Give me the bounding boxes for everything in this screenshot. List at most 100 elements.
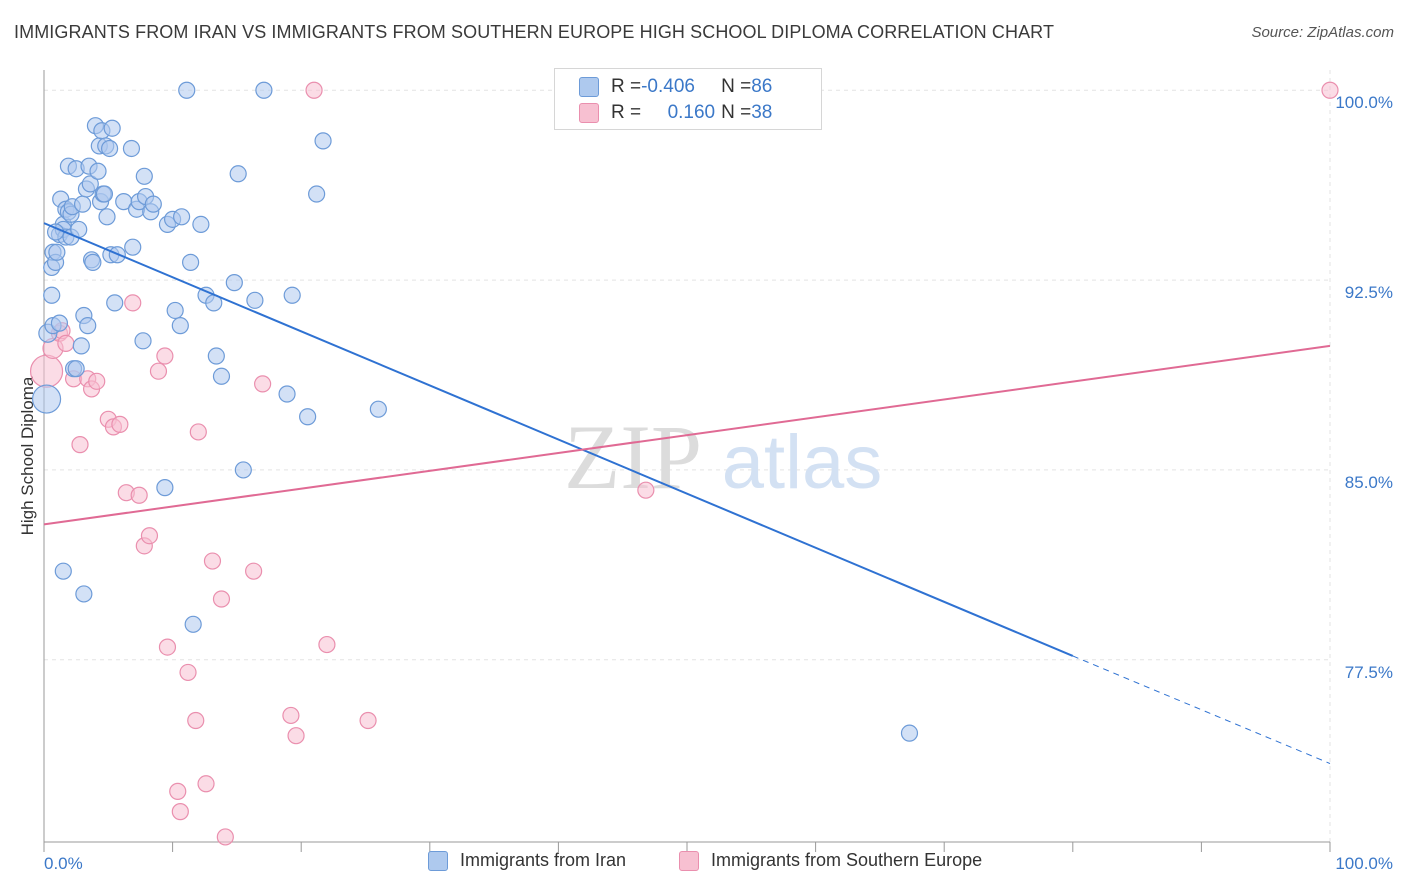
iran-point-49 [124,238,142,256]
southern-europe-point-6 [71,436,89,454]
iran-point-34 [89,162,107,180]
iran-point-76 [283,286,301,304]
iran-point-56 [144,195,162,213]
iran-swatch [428,850,448,871]
iran-point-75 [278,385,296,403]
iran-point-73 [246,291,264,309]
southern-europe-point-25 [189,423,207,441]
n-label: N = [721,76,752,97]
iran-trend-line-extension [1072,655,1331,764]
n-label: N = [721,102,752,123]
iran-point-69 [212,367,231,385]
southern-europe-point-22 [171,803,189,821]
southern-europe-point-24 [187,711,205,730]
iran-point-22 [67,360,85,378]
southern-europe-point-35 [318,635,336,654]
watermark: ZIP atlas [564,406,882,508]
southern-europe-swatch [579,103,599,123]
iran-point-48 [122,139,141,158]
r-value: -0.406 [641,76,695,97]
iran-point-63 [178,81,196,99]
watermark-zip: ZIP [564,406,702,508]
series-legend: Immigrants from Iran Immigrants from Sou… [0,850,1406,878]
southern-europe-point-29 [216,828,234,846]
southern-europe-point-9 [88,372,106,390]
y-tick-label-1: 92.5% [1345,283,1393,302]
x-tick-label-1: 100.0% [1335,854,1393,873]
southern-europe-point-36 [359,711,377,730]
r-label: R = [611,102,642,123]
iran-trend-line [43,222,1074,657]
southern-europe-point-15 [130,486,148,504]
y-tick-label-3: 77.5% [1345,663,1393,682]
iran-point-77 [299,408,317,426]
southern-europe-point-18 [149,362,168,380]
iran-point-45 [106,294,124,312]
southern-europe-point-19 [156,347,174,365]
southern-europe-swatch [679,850,699,871]
southern-europe-point-14 [124,294,142,312]
iran-point-64 [182,253,200,271]
southern-europe-point-31 [254,375,272,393]
iran-point-74 [255,81,273,99]
x-tick-label-0: 0.0% [44,854,83,873]
iran-point-7 [48,243,66,261]
axes [43,70,1331,852]
watermark-atlas: atlas [722,420,883,505]
iran-point-0 [31,384,62,414]
iran-points [31,81,919,742]
iran-point-30 [81,175,99,193]
iran-point-24 [72,337,90,355]
southern-europe-point-34 [305,81,323,99]
iran-point-84 [900,724,919,742]
iran-point-72 [234,461,252,479]
iran-point-81 [54,562,72,580]
iran-point-3 [43,286,61,304]
iran-point-52 [134,332,152,350]
iran-point-71 [229,165,247,183]
iran-point-25 [73,195,92,213]
southern-europe-point-23 [179,663,197,682]
legend-label-iran: Immigrants from Iran [460,850,627,870]
iran-point-61 [171,317,189,335]
iran-point-41 [98,208,116,226]
iran-point-78 [308,185,326,203]
iran-point-60 [166,301,184,320]
r-value: 0.160 [667,102,716,123]
legend-row-southern-europe: R = 0.160 N = 38 [579,101,772,125]
southern-europe-point-37 [637,481,655,499]
southern-europe-point-32 [282,706,300,725]
legend-item-iran: Immigrants from Iran [428,850,626,871]
trend-lines [43,222,1331,764]
iran-point-65 [192,215,210,233]
southern-europe-point-0 [29,354,64,388]
iran-point-83 [184,615,202,633]
source-label: Source: ZipAtlas.com [1251,24,1394,41]
southern-europe-point-12 [111,415,129,433]
southern-europe-point-17 [140,527,159,545]
iran-point-44 [103,119,121,137]
iran-point-28 [79,317,97,335]
y-tick-label-2: 85.0% [1345,473,1393,492]
legend-row-iran: R = -0.406 N = 86 [579,75,772,99]
tick-labels: 100.0% 92.5% 85.0% 77.5% 0.0% 100.0% [44,93,1393,873]
southern-europe-point-28 [212,590,231,608]
n-value: 38 [751,102,773,123]
iran-point-62 [173,208,191,226]
southern-europe-point-4 [57,334,75,352]
southern-europe-point-38 [1321,81,1339,99]
iran-swatch [579,77,599,97]
southern-europe-point-27 [203,552,222,570]
r-label: R = [611,76,642,97]
southern-europe-point-33 [287,727,305,745]
iran-point-42 [100,139,119,158]
iran-point-70 [225,274,243,292]
southern-europe-point-20 [158,638,177,656]
iran-point-39 [95,185,114,203]
n-value: 86 [751,76,773,97]
iran-point-32 [84,253,102,271]
southern-europe-point-26 [197,775,215,793]
correlation-legend: R = -0.406 N = 86 R = 0.160 N = 38 [554,68,822,130]
legend-label-southern-europe: Immigrants from Southern Europe [711,850,983,870]
